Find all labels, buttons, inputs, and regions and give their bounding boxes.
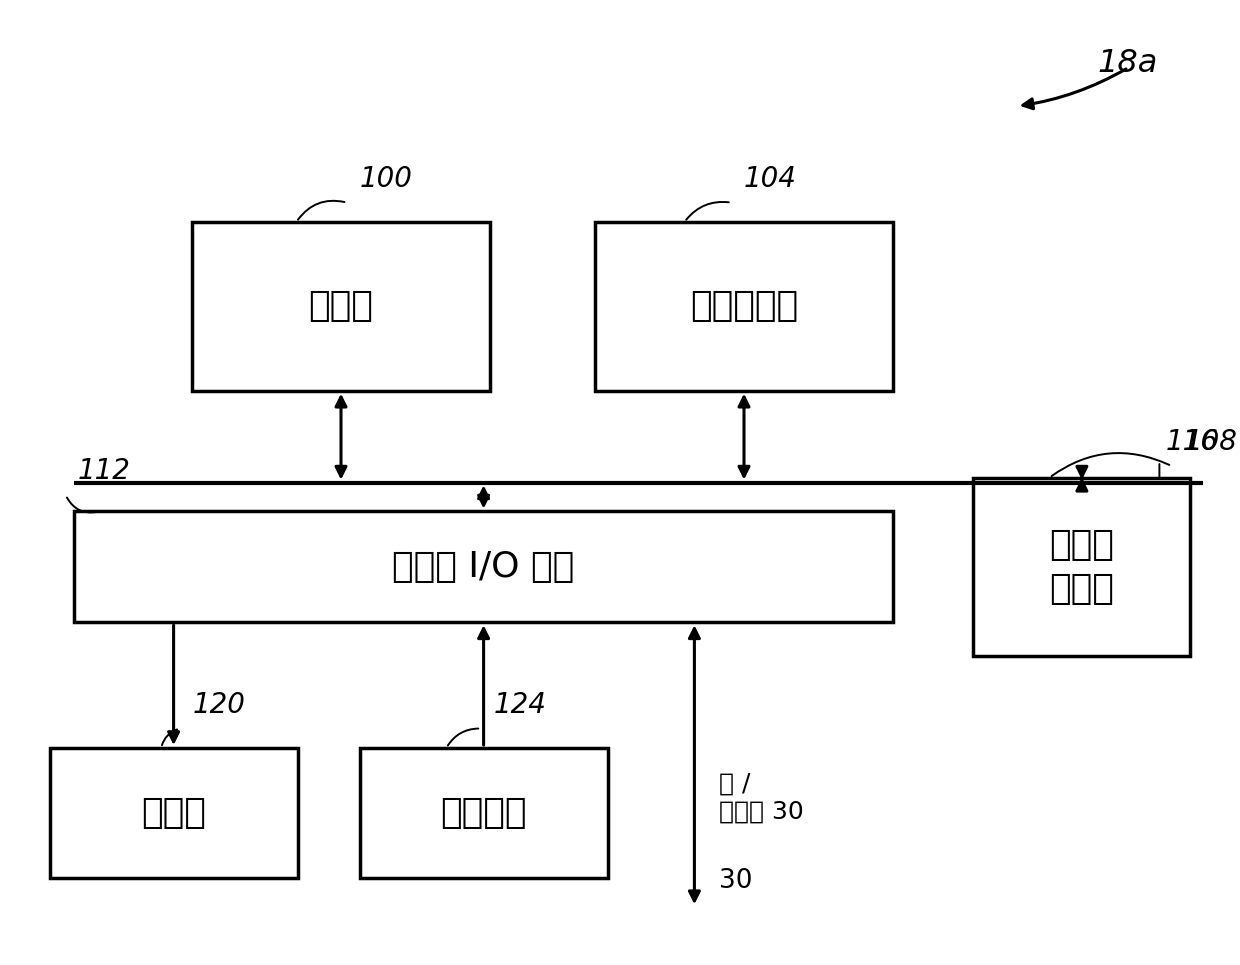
Text: 工作站 I/O 设备: 工作站 I/O 设备 <box>393 550 574 584</box>
Text: 至 /
从网络 30: 至 / 从网络 30 <box>719 772 804 824</box>
Text: 108: 108 <box>1184 428 1238 456</box>
Text: 120: 120 <box>192 691 246 719</box>
Bar <box>973 478 1190 656</box>
Text: 30: 30 <box>719 868 753 895</box>
Bar <box>360 748 608 878</box>
Text: 输入设备: 输入设备 <box>440 796 527 830</box>
Text: 124: 124 <box>494 691 547 719</box>
Text: 显示器: 显示器 <box>141 796 206 830</box>
Text: 18a: 18a <box>1097 48 1158 79</box>
Bar <box>50 748 298 878</box>
Bar <box>74 511 893 622</box>
Text: 112: 112 <box>78 457 131 485</box>
Text: 116: 116 <box>1166 428 1219 456</box>
Text: 100: 100 <box>360 165 413 193</box>
Bar <box>192 222 490 391</box>
Bar <box>595 222 893 391</box>
Text: 104: 104 <box>744 165 797 193</box>
Text: 非易失
存储器: 非易失 存储器 <box>1049 528 1115 606</box>
Text: 处理器: 处理器 <box>309 290 373 323</box>
Text: 易失存储器: 易失存储器 <box>689 290 799 323</box>
